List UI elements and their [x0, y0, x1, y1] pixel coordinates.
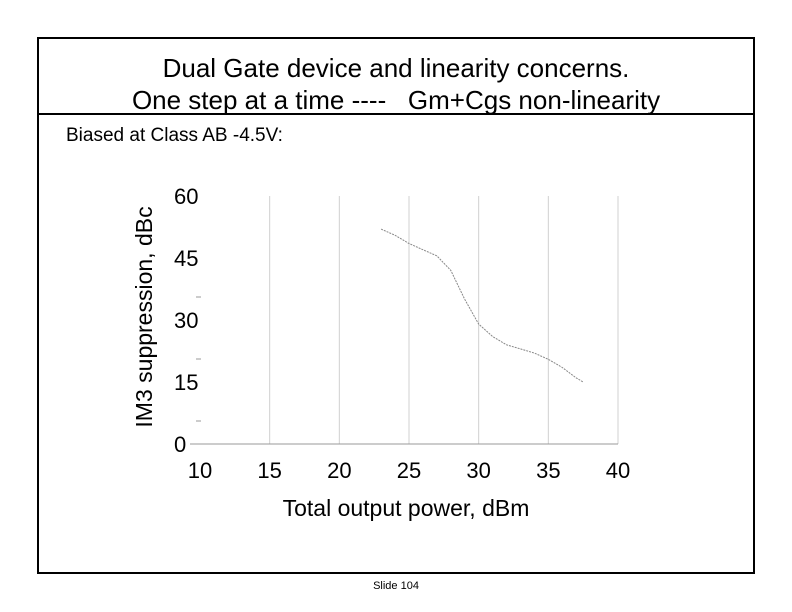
x-tick-label: 20 — [327, 458, 351, 483]
y-tick-label: 60 — [174, 184, 198, 209]
x-tick-label: 40 — [606, 458, 630, 483]
x-tick-label: 25 — [397, 458, 421, 483]
slide-subtitle: Biased at Class AB -4.5V: — [66, 125, 283, 146]
chart-tick-labels: 10 15 20 25 30 35 40 0 15 30 45 60 — [174, 184, 630, 483]
x-tick-label: 35 — [536, 458, 560, 483]
x-axis-label: Total output power, dBm — [283, 495, 530, 521]
x-tick-label: 30 — [466, 458, 490, 483]
y-axis-label: IM3 suppression, dBc — [131, 206, 157, 427]
y-tick-label: 30 — [174, 308, 198, 333]
slide-frame: Dual Gate device and linearity concerns.… — [37, 37, 755, 574]
slide-number: Slide 104 — [373, 580, 419, 592]
x-tick-label: 15 — [257, 458, 281, 483]
x-tick-label: 10 — [188, 458, 212, 483]
series-line — [380, 228, 584, 383]
chart-axes — [190, 296, 618, 445]
slide-title-line-1: Dual Gate device and linearity concerns. — [162, 53, 630, 83]
slide-title-line-2: One step at a time ---- Gm+Cgs non-linea… — [131, 85, 661, 115]
chart-grid — [269, 196, 619, 444]
y-tick-label: 45 — [174, 246, 198, 271]
y-tick-label: 15 — [174, 370, 198, 395]
y-tick-label: 0 — [174, 432, 186, 457]
title-divider — [39, 113, 753, 115]
